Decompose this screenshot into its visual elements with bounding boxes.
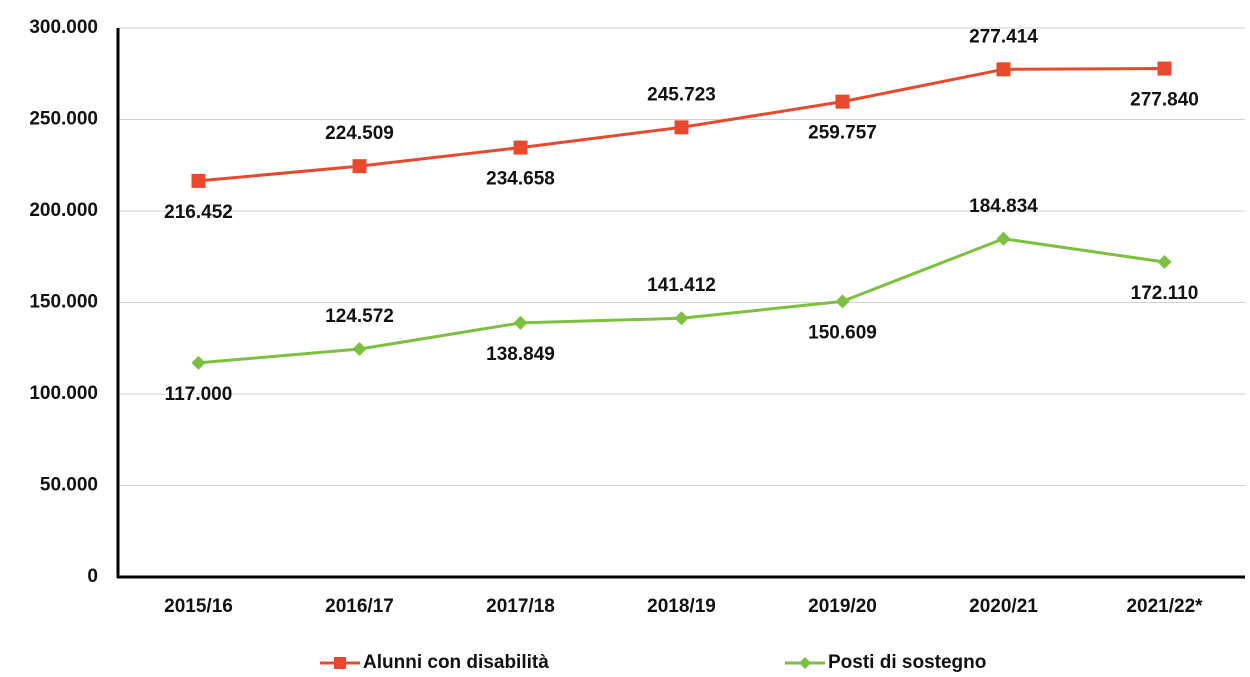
y-tick-label: 300.000 [29,17,98,38]
x-tick-label: 2019/20 [808,596,877,617]
value-label: 141.412 [647,275,716,296]
marker [674,120,689,135]
value-label: 277.840 [1130,90,1199,111]
value-label: 224.509 [325,123,394,144]
value-label: 138.849 [486,344,555,365]
y-tick-label: 200.000 [29,200,98,221]
x-tick-label: 2021/22* [1126,596,1203,617]
value-label: 172.110 [1131,283,1199,304]
y-tick-label: 250.000 [29,109,98,130]
series-line [198,237,1165,365]
x-tick-label: 2015/16 [164,596,233,617]
y-tick-label: 150.000 [29,292,98,313]
value-label: 124.572 [325,306,394,327]
value-label: 184.834 [969,196,1038,217]
marker [674,311,689,326]
value-label: 117.000 [165,384,233,405]
marker [513,140,528,155]
x-tick-label: 2018/19 [647,596,716,617]
value-label: 259.757 [808,123,877,144]
value-label: 216.452 [164,202,233,223]
x-tick-label: 2016/17 [325,596,394,617]
marker [513,315,528,330]
legend-label: Alunni con disabilità [363,652,549,673]
x-tick-label: 2020/21 [969,596,1038,617]
marker [352,342,367,357]
legend-label: Posti di sostegno [828,652,986,673]
y-tick-label: 50.000 [40,475,98,496]
marker [191,355,206,370]
marker [996,231,1011,246]
marker [996,62,1011,77]
legend-marker [799,657,811,669]
marker [835,294,850,309]
marker [1157,255,1172,270]
legend-marker [334,657,346,669]
value-label: 277.414 [969,26,1038,47]
value-label: 150.609 [808,322,877,343]
y-tick-label: 100.000 [29,383,98,404]
marker [191,173,206,188]
y-tick-label: 0 [87,566,98,587]
marker [1157,61,1172,76]
value-label: 245.723 [647,84,716,105]
x-tick-label: 2017/18 [486,596,555,617]
marker [835,94,850,109]
marker [352,159,367,174]
value-label: 234.658 [486,169,555,190]
